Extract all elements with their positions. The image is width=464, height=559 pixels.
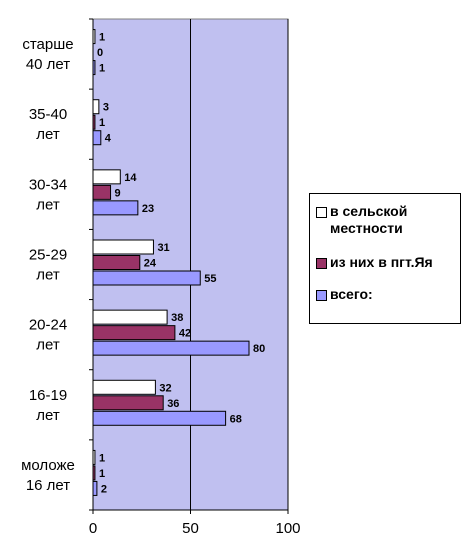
data-label-total-3: 55 <box>204 273 216 285</box>
bar-pgt-2 <box>92 184 112 200</box>
data-label-rural-1: 3 <box>103 102 109 114</box>
category-labels: старше 40 лет 35-40 лет 30-34 лет 25-29 лет 20-2… <box>21 36 75 494</box>
category-label-1: 35-40 лет <box>29 106 67 143</box>
category-label-5: 16-19 лет <box>29 387 67 424</box>
data-label-pgt-4: 42 <box>179 328 191 340</box>
legend-swatch-rural <box>316 207 327 218</box>
bar-pgt-5 <box>92 395 164 411</box>
y-axis <box>89 18 289 514</box>
category-label-3: 25-29 лет <box>29 247 67 284</box>
x-tick-labels: 0 50 100 <box>89 520 301 537</box>
category-label-4: 20-24 лет <box>29 317 67 354</box>
data-label-pgt-5: 36 <box>167 398 179 410</box>
data-label-total-4: 80 <box>253 343 265 355</box>
bars <box>92 29 250 496</box>
bar-pgt-4 <box>92 325 176 341</box>
data-label-pgt-2: 9 <box>115 187 121 199</box>
data-label-rural-4: 38 <box>171 312 183 324</box>
x-tick-label-50: 50 <box>182 520 199 537</box>
data-label-total-2: 23 <box>142 203 154 215</box>
data-label-pgt-1: 1 <box>99 117 105 129</box>
data-label-total-5: 68 <box>230 413 242 425</box>
category-label-2: 30-34 лет <box>29 176 67 213</box>
category-label-0: старше 40 лет <box>22 36 73 73</box>
bar-total-6 <box>92 480 98 496</box>
data-label-rural-0: 1 <box>99 32 105 44</box>
data-label-rural-5: 32 <box>159 382 171 394</box>
bar-total-1 <box>92 130 102 146</box>
x-tick-label-0: 0 <box>89 520 97 537</box>
bar-rural-1 <box>92 99 100 115</box>
x-tick-label-100: 100 <box>275 520 300 537</box>
legend: в сельской местности из них в пгт.Яя все… <box>309 193 461 324</box>
data-label-total-1: 4 <box>105 133 112 145</box>
legend-swatch-total <box>316 290 327 301</box>
category-label-6: моложе 16 лет <box>21 457 75 494</box>
data-label-rural-6: 1 <box>99 452 105 464</box>
bar-total-4 <box>92 340 250 356</box>
bar-rural-3 <box>92 239 154 255</box>
legend-item-rural: в сельской местности <box>316 203 450 237</box>
legend-item-pgt: из них в пгт.Яя <box>316 254 450 271</box>
gridlines <box>190 19 289 510</box>
bar-rural-5 <box>92 379 156 395</box>
bar-total-2 <box>92 200 139 216</box>
data-label-pgt-3: 24 <box>144 258 157 270</box>
data-label-rural-3: 31 <box>157 242 169 254</box>
legend-label-total: всего: <box>330 286 373 302</box>
legend-item-total: всего: <box>316 286 450 303</box>
data-label-rural-2: 14 <box>124 172 137 184</box>
bar-rural-4 <box>92 309 168 325</box>
bar-pgt-3 <box>92 255 141 270</box>
bar-rural-2 <box>92 169 121 185</box>
bar-total-3 <box>92 270 201 286</box>
legend-label-pgt: из них в пгт.Яя <box>330 254 433 270</box>
data-label-pgt-6: 1 <box>99 468 105 480</box>
data-label-total-0: 1 <box>99 63 105 75</box>
legend-label-rural: в сельской местности <box>330 203 408 236</box>
legend-swatch-pgt <box>316 258 327 269</box>
data-label-total-6: 2 <box>101 483 107 495</box>
bar-total-5 <box>92 410 227 426</box>
data-label-pgt-0: 0 <box>97 47 103 59</box>
